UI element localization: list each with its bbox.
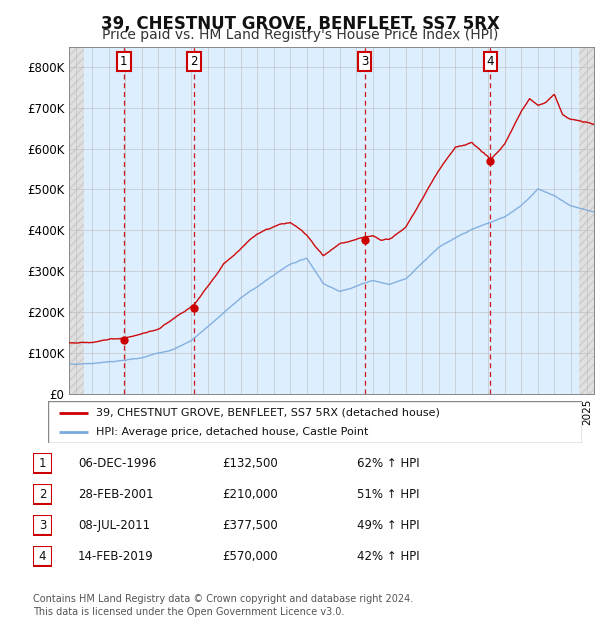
Text: 14-FEB-2019: 14-FEB-2019	[78, 550, 154, 562]
Text: 4: 4	[39, 550, 46, 562]
Text: £132,500: £132,500	[222, 457, 278, 469]
Text: 42% ↑ HPI: 42% ↑ HPI	[357, 550, 419, 562]
Text: Contains HM Land Registry data © Crown copyright and database right 2024.
This d: Contains HM Land Registry data © Crown c…	[33, 594, 413, 617]
Text: 28-FEB-2001: 28-FEB-2001	[78, 488, 154, 500]
Text: 1: 1	[39, 457, 46, 469]
Text: 2: 2	[190, 55, 197, 68]
Text: 39, CHESTNUT GROVE, BENFLEET, SS7 5RX (detached house): 39, CHESTNUT GROVE, BENFLEET, SS7 5RX (d…	[96, 407, 440, 417]
Text: £570,000: £570,000	[222, 550, 278, 562]
Text: 08-JUL-2011: 08-JUL-2011	[78, 519, 150, 531]
Text: HPI: Average price, detached house, Castle Point: HPI: Average price, detached house, Cast…	[96, 427, 368, 437]
Text: £210,000: £210,000	[222, 488, 278, 500]
Text: 49% ↑ HPI: 49% ↑ HPI	[357, 519, 419, 531]
Text: 3: 3	[361, 55, 368, 68]
Text: 4: 4	[487, 55, 494, 68]
Text: 1: 1	[120, 55, 128, 68]
Text: 39, CHESTNUT GROVE, BENFLEET, SS7 5RX: 39, CHESTNUT GROVE, BENFLEET, SS7 5RX	[101, 16, 499, 33]
Text: 51% ↑ HPI: 51% ↑ HPI	[357, 488, 419, 500]
Text: 62% ↑ HPI: 62% ↑ HPI	[357, 457, 419, 469]
Text: 3: 3	[39, 519, 46, 531]
Text: Price paid vs. HM Land Registry's House Price Index (HPI): Price paid vs. HM Land Registry's House …	[102, 28, 498, 42]
Text: 2: 2	[39, 488, 46, 500]
Text: £377,500: £377,500	[222, 519, 278, 531]
Text: 06-DEC-1996: 06-DEC-1996	[78, 457, 157, 469]
